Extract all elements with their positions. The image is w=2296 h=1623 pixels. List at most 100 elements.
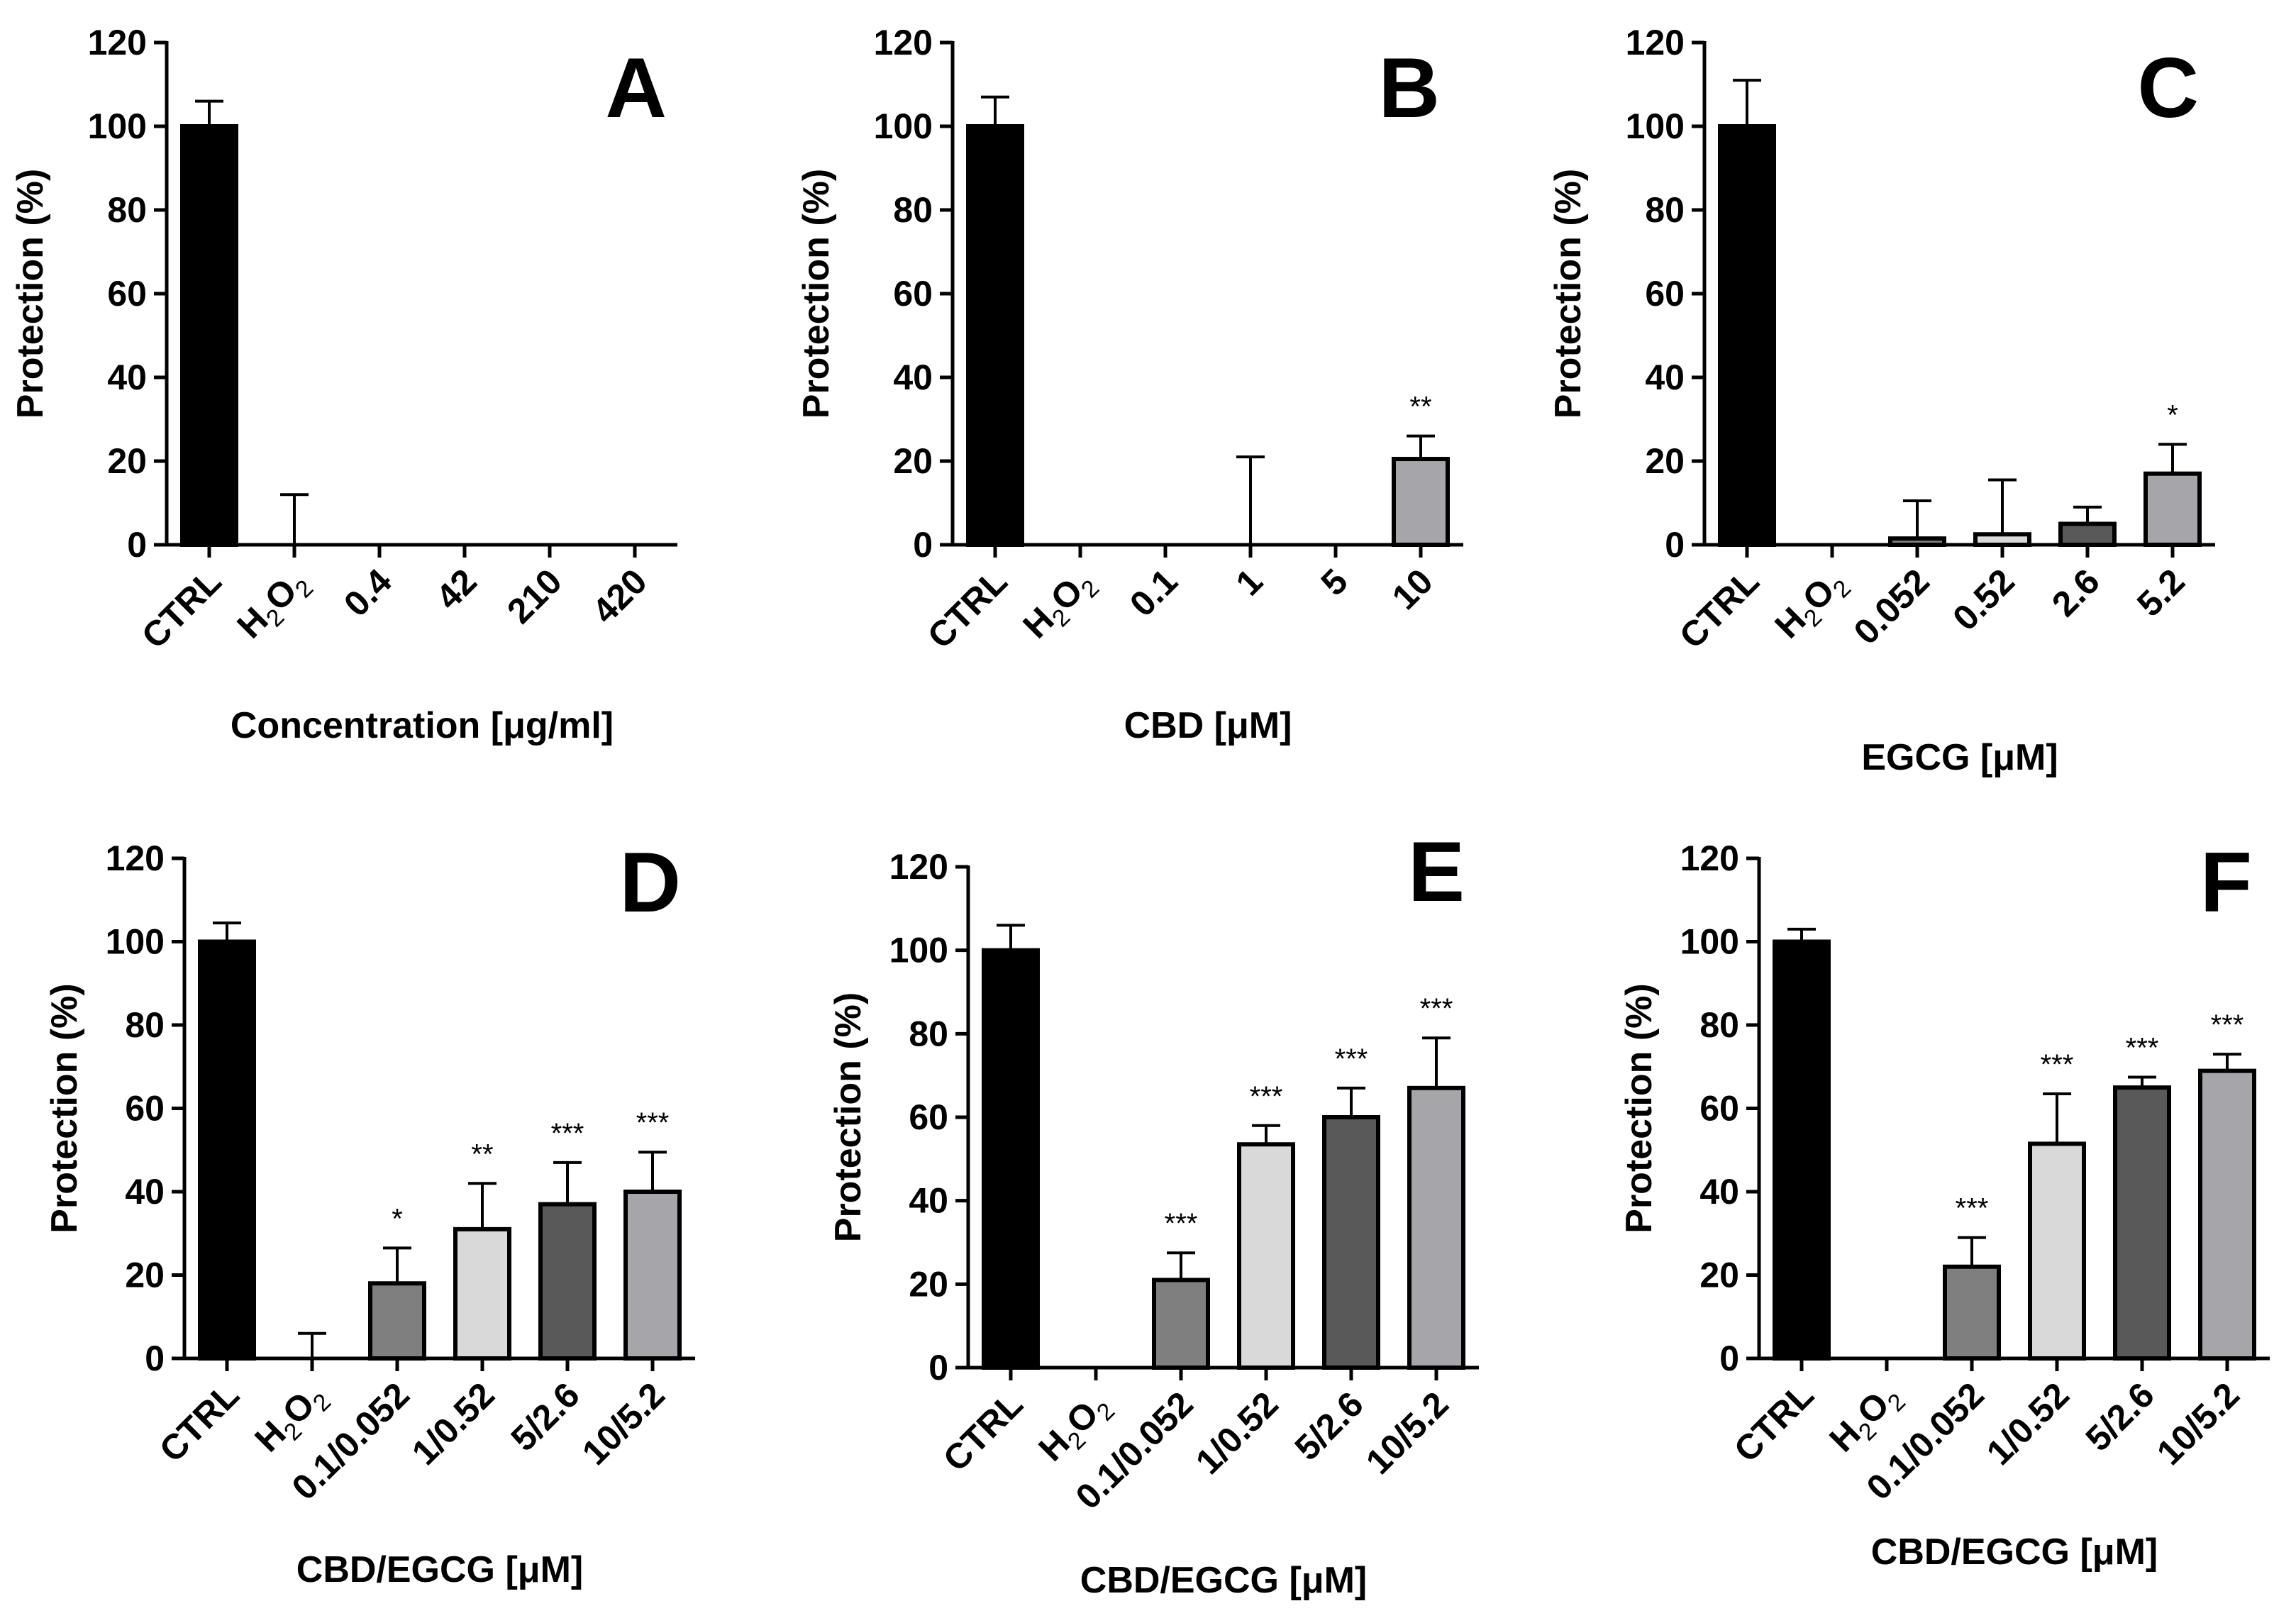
- bar-0.1/0.052: [1943, 1264, 2001, 1361]
- y-axis-label: Protection (%): [10, 169, 51, 419]
- panel-B: 0 20 40 60 80 100 120 CTRL H2O2 0.1 1 5 10 ** Protecti…: [796, 23, 1463, 746]
- bar-10/5.2: [2198, 1068, 2256, 1361]
- y-axis-label: Protection (%): [1619, 983, 1660, 1233]
- x-tick-label: CTRL: [134, 561, 229, 656]
- x-tick-label: 1/0.52: [404, 1375, 502, 1473]
- bar-10/5.2: [1407, 1085, 1465, 1370]
- panel-letter: E: [1408, 824, 1465, 919]
- significance-label: ***: [1165, 1208, 1198, 1239]
- y-tick-label: 20: [125, 1256, 165, 1295]
- x-axis-label: CBD/EGCG [μM]: [1871, 1531, 2158, 1573]
- x-tick-label: 0.52: [1945, 561, 2022, 638]
- significance-label: ***: [2211, 1009, 2244, 1041]
- bar-5.2: [2144, 471, 2202, 548]
- x-tick-label: 10/5.2: [575, 1375, 672, 1473]
- y-tick-label: 100: [106, 922, 165, 962]
- significance-label: ***: [1250, 1081, 1283, 1112]
- x-axis-label: CBD/EGCG [μM]: [296, 1549, 583, 1590]
- x-tick-label: 10/5.2: [1358, 1384, 1456, 1482]
- y-tick-label: 60: [125, 1089, 165, 1129]
- x-tick-label: H2O2: [229, 561, 318, 650]
- y-tick-label: 60: [107, 274, 147, 314]
- panel-letter: C: [2137, 40, 2199, 135]
- y-axis-label: Protection (%): [44, 983, 85, 1233]
- bar-CTRL: [982, 948, 1040, 1370]
- bar-0.1/0.052: [368, 1281, 426, 1361]
- bar-1/0.52: [453, 1226, 511, 1361]
- significance-label: ***: [2126, 1032, 2159, 1063]
- y-tick-label: 40: [1645, 358, 1685, 397]
- y-axis-label: Protection (%): [828, 992, 869, 1242]
- y-tick-label: 0: [913, 525, 933, 565]
- bar-0.52: [1973, 532, 2031, 547]
- y-tick-label: 120: [106, 838, 165, 878]
- x-tick-label: 10/5.2: [2149, 1375, 2247, 1473]
- x-axis-label: CBD/EGCG [μM]: [1080, 1560, 1367, 1601]
- y-tick-label: 120: [1626, 23, 1685, 62]
- significance-label: ***: [1956, 1193, 1989, 1224]
- significance-label: *: [2167, 399, 2178, 431]
- significance-label: **: [1409, 392, 1431, 423]
- bar-CTRL: [966, 124, 1024, 547]
- y-tick-label: 60: [909, 1097, 948, 1137]
- y-tick-label: 60: [893, 274, 933, 314]
- x-tick-label: 5/2.6: [504, 1375, 587, 1458]
- y-tick-label: 80: [893, 190, 933, 230]
- bar-CTRL: [198, 939, 256, 1361]
- x-tick-label: CTRL: [1672, 561, 1767, 656]
- bar-2.6: [2058, 521, 2117, 547]
- bar-10/5.2: [623, 1190, 682, 1361]
- y-tick-label: 80: [1699, 1005, 1739, 1045]
- y-tick-label: 80: [1645, 190, 1685, 230]
- y-tick-label: 20: [893, 441, 933, 481]
- y-axis-label: Protection (%): [796, 169, 837, 419]
- x-axis-label: EGCG [μM]: [1861, 737, 2058, 778]
- x-tick-label: 5/2.6: [1287, 1384, 1371, 1468]
- significance-label: ***: [1420, 993, 1453, 1024]
- significance-label: ***: [551, 1118, 584, 1149]
- y-tick-label: 20: [1645, 441, 1685, 481]
- bar-0.052: [1888, 536, 1946, 548]
- panel-A: 0 20 40 60 80 100 120 CTRL H2O2 0.4 42 210 420 Protec…: [10, 23, 677, 746]
- y-tick-label: 120: [1680, 838, 1739, 878]
- y-tick-label: 60: [1699, 1089, 1739, 1129]
- significance-label: *: [392, 1203, 403, 1234]
- x-tick-label: 2.6: [2044, 561, 2107, 624]
- y-tick-label: 80: [909, 1014, 948, 1053]
- x-tick-label: 42: [428, 561, 484, 617]
- significance-label: **: [471, 1139, 493, 1170]
- y-tick-label: 100: [1626, 106, 1685, 146]
- x-tick-label: 5.2: [2129, 561, 2192, 624]
- y-tick-label: 0: [127, 525, 147, 565]
- y-tick-label: 100: [1680, 922, 1739, 962]
- y-tick-label: 80: [107, 190, 147, 230]
- y-tick-label: 100: [874, 106, 933, 146]
- x-tick-label: 210: [499, 561, 570, 631]
- y-tick-label: 20: [1699, 1256, 1739, 1295]
- panel-letter: F: [2200, 835, 2252, 930]
- bar-5/2.6: [2113, 1085, 2171, 1361]
- x-tick-label: CTRL: [920, 561, 1015, 656]
- x-tick-label: 1/0.52: [1188, 1384, 1286, 1482]
- x-tick-label: H2O2: [1767, 561, 1856, 650]
- y-tick-label: 40: [125, 1172, 165, 1212]
- x-tick-label: 10: [1385, 561, 1441, 617]
- x-tick-label: CTRL: [152, 1375, 247, 1470]
- x-tick-label: 5/2.6: [2078, 1375, 2162, 1458]
- bar-1/0.52: [2028, 1141, 2086, 1361]
- y-tick-label: 80: [125, 1005, 165, 1045]
- y-tick-label: 0: [145, 1339, 165, 1378]
- y-tick-label: 60: [1645, 274, 1685, 314]
- bar-5/2.6: [1322, 1115, 1380, 1370]
- bar-CTRL: [1718, 124, 1776, 547]
- bar-CTRL: [1773, 939, 1831, 1361]
- panel-letter: D: [619, 835, 681, 930]
- significance-label: ***: [636, 1107, 670, 1139]
- bar-5/2.6: [538, 1202, 597, 1361]
- y-tick-label: 40: [893, 358, 933, 397]
- x-tick-label: 1: [1229, 561, 1270, 603]
